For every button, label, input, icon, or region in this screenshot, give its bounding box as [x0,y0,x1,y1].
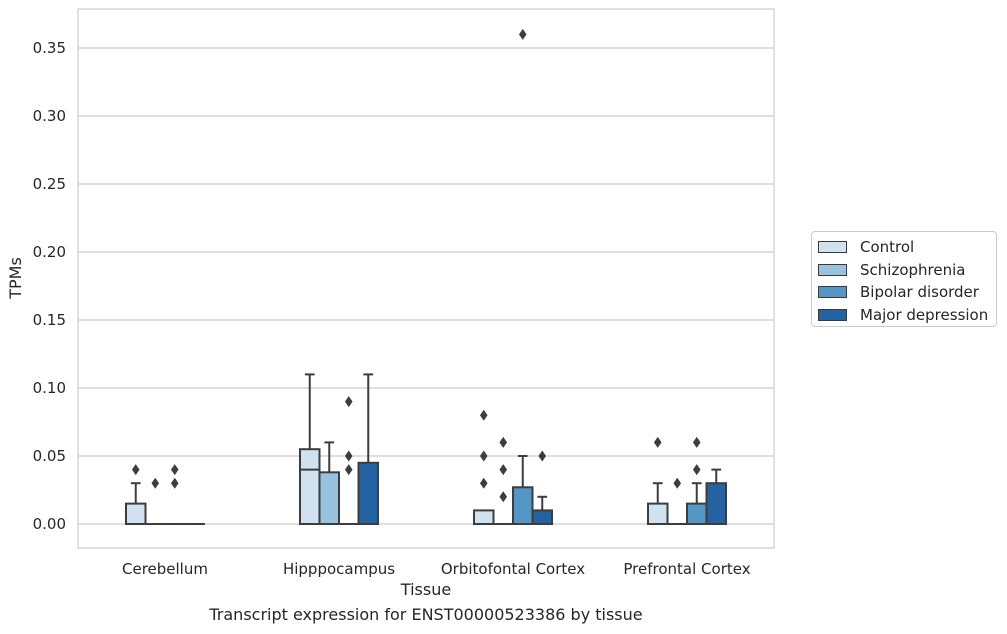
outlier-point [170,464,179,476]
tick-labels: 0.00 0.05 0.10 0.15 0.20 0.25 0.30 0.35 Cerebell… [33,39,751,578]
y-tick-label: 0.00 [33,515,66,533]
x-tick-label: Orbitofontal Cortex [441,560,585,578]
outlier-point [344,450,353,462]
gridlines [78,47,774,525]
box [705,482,727,526]
outlier-point [344,464,353,476]
outlier-point [499,464,508,476]
y-tick-label: 0.35 [33,39,66,57]
box-control [299,373,321,526]
outlier-point [479,477,488,489]
box [647,502,669,526]
y-axis-label: TPMs [6,257,25,300]
outlier-point [673,477,682,489]
legend-item: Schizophrenia [818,259,996,282]
legend-item: Bipolar disorder [818,281,996,304]
box [686,502,708,526]
box-schizophrenia [318,441,340,526]
legend-label: Schizophrenia [860,260,966,279]
outlier-point [479,450,488,462]
legend-swatch [818,286,847,299]
outlier-point [518,28,527,40]
legend-swatch [818,241,847,254]
y-tick-label: 0.20 [33,243,66,261]
outlier-point [499,491,508,503]
box-bipolar-disorder [338,396,360,526]
box [318,471,340,526]
legend-item: Major depression [818,304,996,327]
box-major-depression [705,468,727,526]
box-control [125,464,147,526]
y-tick-label: 0.05 [33,447,66,465]
x-axis-label: Tissue [400,580,451,599]
box-schizophrenia [144,477,166,526]
x-tick-label: Prefrontal Cortex [623,560,750,578]
box-control [647,436,669,526]
outlier-point [131,464,140,476]
outlier-point [538,450,547,462]
box-schizophrenia [666,477,688,526]
plot-frame [77,8,775,549]
outlier-point [344,396,353,408]
legend-swatch [818,308,847,321]
legend-label: Major depression [860,305,989,324]
box-bipolar-disorder [686,436,708,526]
y-tick-label: 0.10 [33,379,66,397]
legend-item: Control [818,236,996,259]
outlier-point [692,464,701,476]
outlier-point [653,436,662,448]
box [357,461,379,525]
y-tick-label: 0.30 [33,107,66,125]
box [473,509,495,525]
box-bipolar-disorder [512,28,534,525]
outlier-point [692,436,701,448]
box-schizophrenia [492,436,514,526]
legend-label: Control [860,238,915,257]
box-major-depression [531,450,553,525]
x-tick-label: Cerebellum [122,560,208,578]
outlier-point [170,477,179,489]
y-tick-label: 0.15 [33,311,66,329]
x-tick-label: Hipppocampus [283,560,395,578]
outlier-point [499,436,508,448]
box-control [473,409,495,525]
legend-swatch [818,263,847,276]
box [512,486,534,525]
y-tick-label: 0.25 [33,175,66,193]
chart-caption: Transcript expression for ENST0000052338… [209,605,643,624]
outlier-point [151,477,160,489]
box [531,509,553,525]
legend-label: Bipolar disorder [860,283,979,302]
box-series [125,28,727,526]
box [299,448,321,526]
box-bipolar-disorder [164,464,186,526]
box-major-depression [357,373,379,525]
outlier-point [479,409,488,421]
legend: Control Schizophrenia Bipolar disorder Majo… [811,231,997,327]
box [125,502,147,526]
